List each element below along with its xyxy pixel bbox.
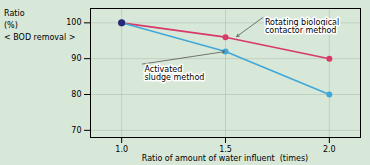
- svg-text:1.0: 1.0: [115, 145, 128, 154]
- svg-text:100: 100: [66, 18, 81, 27]
- svg-text:2.0: 2.0: [323, 145, 336, 154]
- svg-text:Ratio: Ratio: [4, 9, 25, 18]
- svg-text:Ratio of amount of water influ: Ratio of amount of water influent (times…: [142, 154, 308, 163]
- svg-text:(%): (%): [4, 21, 18, 30]
- svg-text:Activatedsludge method: Activatedsludge method: [144, 65, 204, 82]
- svg-text:70: 70: [71, 126, 81, 135]
- svg-text:Rotating biologicalcontactor m: Rotating biologicalcontactor method: [265, 18, 339, 35]
- svg-text:1.5: 1.5: [219, 145, 232, 154]
- svg-text:90: 90: [71, 54, 81, 63]
- svg-text:80: 80: [71, 90, 81, 99]
- svg-text:< BOD removal >: < BOD removal >: [4, 33, 75, 42]
